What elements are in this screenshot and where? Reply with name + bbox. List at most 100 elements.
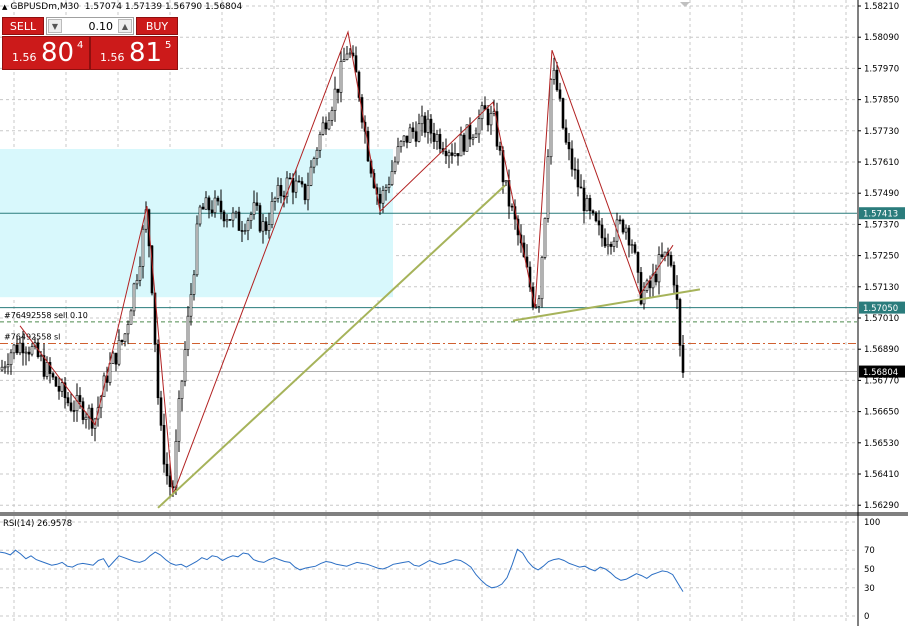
candle-body: [24, 351, 28, 354]
candle-body: [432, 132, 436, 142]
lot-size-field[interactable]: ▼ ▲: [46, 17, 134, 35]
candle-body: [342, 59, 346, 62]
candle-body: [141, 228, 145, 267]
candle-body: [609, 243, 613, 247]
candle-body: [261, 221, 265, 232]
candle-body: [576, 169, 580, 188]
buy-button[interactable]: BUY: [136, 17, 178, 35]
candle-body: [354, 55, 358, 73]
candle-body: [267, 224, 271, 231]
candle-body: [429, 118, 433, 134]
candle-body: [18, 342, 22, 354]
candle-body: [309, 166, 313, 186]
price-tick-label: 1.56290: [864, 501, 899, 511]
candle-body: [255, 202, 259, 206]
sell-button[interactable]: SELL: [2, 17, 44, 35]
candle-body: [405, 135, 409, 143]
candle-body: [408, 127, 412, 143]
candle-body: [234, 211, 238, 214]
candle-body: [327, 120, 331, 130]
candle-body: [159, 397, 163, 426]
candle-body: [300, 181, 304, 185]
candle-body: [162, 425, 166, 465]
candle-body: [243, 230, 247, 232]
candle-body: [324, 122, 328, 130]
candle-body: [189, 294, 193, 317]
candle-body: [174, 440, 178, 489]
candle-body: [414, 131, 418, 142]
candle-body: [39, 355, 43, 357]
candle-body: [510, 205, 514, 208]
candle-body: [546, 156, 550, 219]
candle-body: [486, 108, 490, 126]
candle-body: [48, 362, 52, 374]
candle-body: [621, 219, 625, 233]
candle-body: [459, 134, 463, 157]
candle-body: [681, 345, 685, 373]
increase-lot-button[interactable]: ▲: [118, 19, 132, 33]
rsi-level-label: 70: [864, 546, 875, 556]
candle-body: [672, 265, 676, 286]
candle-body: [420, 115, 424, 125]
candle-body: [45, 362, 49, 377]
candle-body: [402, 135, 406, 142]
candle-body: [15, 344, 19, 354]
candle-body: [198, 206, 202, 225]
candle-body: [183, 349, 187, 382]
buy-price-button[interactable]: 1.56 81 5: [90, 36, 178, 70]
candle-body: [294, 180, 298, 193]
candle-body: [279, 185, 283, 197]
price-label-box: [859, 365, 905, 378]
candle-body: [426, 118, 430, 133]
price-tick-label: 1.57850: [864, 96, 899, 106]
candle-body: [303, 183, 307, 201]
candle-body: [636, 252, 640, 273]
candle-body: [639, 272, 643, 305]
candle-body: [333, 88, 337, 111]
candle-body: [390, 171, 394, 185]
lot-size-input[interactable]: [67, 18, 113, 34]
rsi-level-label: 0: [864, 612, 869, 622]
candle-body: [381, 190, 385, 204]
candle-body: [549, 79, 553, 158]
candle-body: [156, 344, 160, 399]
sell-price-button[interactable]: 1.56 80 4: [2, 36, 90, 70]
price-tick-label: 1.56770: [864, 376, 899, 386]
candle-body: [585, 198, 589, 212]
candle-body: [393, 161, 397, 172]
candle-body: [318, 134, 322, 151]
candle-body: [660, 254, 664, 258]
candle-body: [651, 273, 655, 289]
zigzag-line: [19, 30, 674, 495]
candle-body: [180, 380, 184, 399]
candle-body: [117, 339, 121, 365]
candle-body: [258, 205, 262, 232]
candle-body: [216, 197, 220, 202]
candle-body: [654, 273, 658, 283]
candle-body: [207, 197, 211, 211]
trendline-neckline: [512, 288, 701, 322]
candle-body: [285, 177, 289, 197]
candle-body: [201, 206, 205, 210]
candle-body: [57, 385, 61, 392]
candle-body: [60, 382, 64, 392]
candle-body: [642, 290, 646, 305]
candle-body: [600, 224, 604, 239]
candle-body: [63, 382, 67, 398]
candle-body: [567, 141, 571, 150]
candle-body: [225, 219, 229, 222]
decrease-lot-button[interactable]: ▼: [48, 19, 62, 33]
candle-body: [321, 122, 325, 135]
candle-body: [378, 193, 382, 204]
price-tick-label: 1.57970: [864, 64, 899, 74]
candle-body: [597, 220, 601, 226]
candle-body: [123, 333, 127, 342]
candle-body: [561, 98, 565, 129]
candle-body: [570, 148, 574, 170]
candle-body: [213, 197, 217, 213]
price-tick-label: 1.56410: [864, 470, 899, 480]
candle-body: [357, 71, 361, 98]
candle-body: [6, 364, 10, 368]
candle-body: [0, 366, 4, 371]
